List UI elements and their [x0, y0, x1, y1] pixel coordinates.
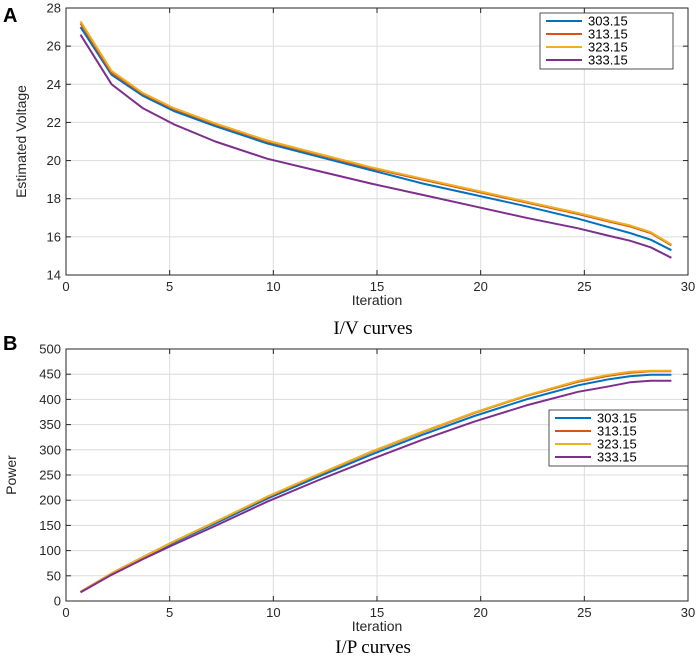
- x-tick-label: 10: [266, 279, 280, 294]
- x-tick-label: 0: [62, 605, 69, 620]
- legend-label: 313.15: [597, 424, 637, 439]
- y-tick-label: 0: [54, 594, 61, 609]
- legend-label: 333.15: [588, 53, 628, 68]
- legend-label: 323.15: [597, 437, 637, 452]
- y-tick-label: 500: [39, 342, 61, 357]
- series-line-333-15: [80, 379, 672, 594]
- y-tick-label: 26: [47, 39, 61, 54]
- voltage-chart: 0 5 10 15 20 25 30 14 16 18 20 22 24 26 28 Iteration Est…: [13, 1, 695, 309]
- y-tick-label: 14: [47, 268, 61, 283]
- y-tick-label: 24: [47, 77, 61, 92]
- y-axis-label: Power: [3, 455, 19, 495]
- x-tick-label: 20: [473, 605, 487, 620]
- x-axis-label: Iteration: [352, 618, 403, 634]
- series-line-323-15: [79, 369, 672, 593]
- x-tick-label: 25: [577, 605, 591, 620]
- x-tick-label: 30: [681, 279, 695, 294]
- x-tick-label: 5: [166, 279, 173, 294]
- x-axis-label: Iteration: [352, 292, 403, 308]
- x-tick-label: 20: [473, 279, 487, 294]
- x-tick-label: 25: [577, 279, 591, 294]
- panel-b-caption: I/P curves: [335, 637, 411, 658]
- y-tick-label: 20: [47, 153, 61, 168]
- x-tick-label: 15: [370, 605, 384, 620]
- x-tick-label: 30: [681, 605, 695, 620]
- legend-label: 333.15: [597, 450, 637, 465]
- x-tick-label: 0: [62, 279, 69, 294]
- series-line-333-15: [79, 34, 672, 259]
- legend-label: 303.15: [588, 14, 628, 29]
- y-tick-label: 250: [39, 468, 61, 483]
- legend-label: 303.15: [597, 411, 637, 426]
- y-tick-label: 16: [47, 229, 61, 244]
- legend-label: 323.15: [588, 40, 628, 55]
- power-chart: 0 5 10 15 20 25 300501001502002503003504004505…: [3, 342, 695, 635]
- y-tick-label: 28: [47, 1, 61, 16]
- y-tick-label: 400: [39, 392, 61, 407]
- y-tick-label: 50: [47, 568, 61, 583]
- series-line-303-15: [79, 26, 672, 252]
- panel-a-caption: I/V curves: [333, 318, 413, 339]
- y-tick-label: 450: [39, 367, 61, 382]
- panel-a-letter: A: [3, 5, 18, 27]
- y-tick-label: 18: [47, 191, 61, 206]
- y-axis-label: Estimated Voltage: [13, 85, 29, 198]
- legend-label: 313.15: [588, 27, 628, 42]
- y-tick-label: 22: [47, 115, 61, 130]
- y-tick-label: 350: [39, 417, 61, 432]
- x-tick-label: 10: [266, 605, 280, 620]
- y-tick-label: 150: [39, 518, 61, 533]
- y-tick-label: 200: [39, 493, 61, 508]
- x-tick-label: 5: [166, 605, 173, 620]
- panel-b-letter: B: [3, 333, 18, 355]
- y-tick-label: 300: [39, 442, 61, 457]
- x-tick-label: 15: [370, 279, 384, 294]
- y-tick-label: 100: [39, 543, 61, 558]
- series-line-323-15: [79, 20, 672, 246]
